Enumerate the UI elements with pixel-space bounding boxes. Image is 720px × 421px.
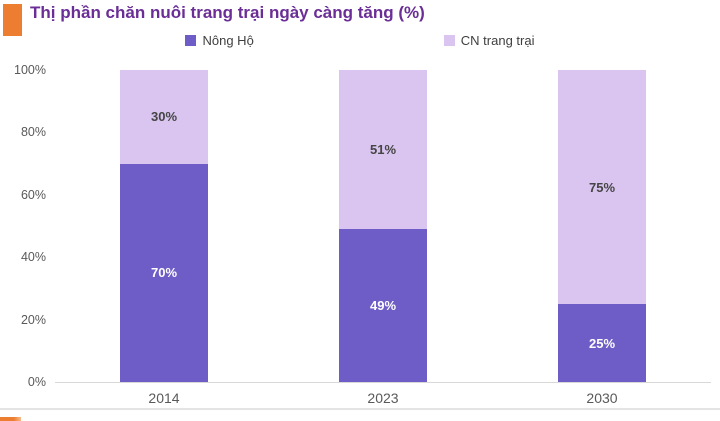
y-tick-20pct: 20% <box>20 312 46 327</box>
legend: Nông Hộ CN trang trại <box>0 33 720 48</box>
legend-item-cn-trang-trai: CN trang trại <box>443 33 535 48</box>
y-tick-100pct: 100% <box>14 63 46 77</box>
bar-segment-2014-cn-trang-trai: 30% <box>120 70 208 164</box>
bar-segment-2023-nong-ho: 49% <box>339 229 427 382</box>
x-tick-2023: 2023 <box>367 390 399 406</box>
bar-stack-2023: 49% 51% <box>339 70 427 382</box>
bar-stack-2014: 70% 30% <box>120 70 208 382</box>
bar-stack-2030: 25% 75% <box>558 70 646 382</box>
bar-segment-2023-cn-trang-trai: 51% <box>339 70 427 230</box>
y-tick-80pct: 80% <box>20 125 46 140</box>
bar-value-label: 70% <box>150 265 178 281</box>
legend-label-cn-trang-trai: CN trang trại <box>460 33 535 48</box>
bar-group-2014: 70% 30% 2014 <box>120 70 208 406</box>
bar-value-label: 49% <box>369 298 397 314</box>
bar-group-2023: 49% 51% 2023 <box>339 70 427 406</box>
x-tick-2014: 2014 <box>148 390 180 406</box>
bar-value-label: 25% <box>588 335 616 351</box>
plot-area: 70% 30% 2014 49% 51% 2023 25% 75% 2030 <box>55 70 711 406</box>
bar-segment-2030-cn-trang-trai: 75% <box>558 70 646 304</box>
y-tick-40pct: 40% <box>20 250 46 265</box>
x-tick-2030: 2030 <box>586 390 618 406</box>
legend-label-nong-ho: Nông Hộ <box>202 33 254 48</box>
bar-segment-2030-nong-ho: 25% <box>558 304 646 382</box>
legend-swatch-nong-ho <box>185 35 197 46</box>
next-section-accent-bar <box>0 417 21 421</box>
bar-value-label: 30% <box>150 109 178 125</box>
y-tick-0pct: 0% <box>27 375 46 389</box>
bottom-divider <box>0 408 720 410</box>
legend-item-nong-ho: Nông Hộ <box>185 33 254 48</box>
bar-group-2030: 25% 75% 2030 <box>558 70 646 406</box>
bar-segment-2014-nong-ho: 70% <box>120 163 208 382</box>
y-tick-60pct: 60% <box>20 187 46 202</box>
bar-value-label: 75% <box>588 179 616 195</box>
chart-title: Thị phần chăn nuôi trang trại ngày càng … <box>30 3 425 22</box>
legend-swatch-cn-trang-trai <box>443 35 455 46</box>
bar-value-label: 51% <box>369 142 397 158</box>
title-accent-bar <box>3 4 22 36</box>
